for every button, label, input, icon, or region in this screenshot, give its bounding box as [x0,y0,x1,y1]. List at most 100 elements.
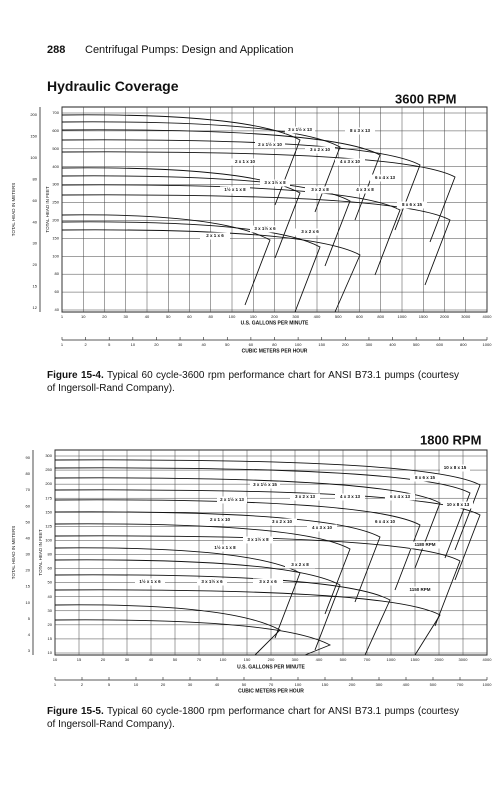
y-tick-feet: 500 [52,146,59,151]
x-tick: 150 [244,657,251,662]
y-tick-feet: 15 [48,636,53,641]
pump-label: 3 x 2 x 10 [272,519,293,524]
head-curve [61,221,321,313]
pump-label: 1180 RPM [414,542,435,547]
label-bg [220,186,250,194]
x-tick: 100 [229,314,236,319]
label-bg [200,232,230,240]
x2-tick: 1000 [483,342,493,347]
y-tick-feet: 600 [52,128,59,133]
label-bg [305,186,335,194]
y-tick-meters: 200 [30,112,37,117]
label-bg [230,158,260,166]
y-tick-meters: 12 [33,305,38,310]
x-tick: 30 [125,657,130,662]
x2-tick: 400 [389,342,396,347]
x-tick: 50 [166,314,171,319]
label-bg [397,201,427,209]
y-tick-meters: 60 [33,198,38,203]
y-tick-feet: 40 [55,307,60,312]
x2-axis-label: CUBIC METERS PER HOUR [242,348,308,354]
y-tick-feet: 200 [45,481,52,486]
x2-tick: 500 [430,682,437,687]
label-bg [285,126,315,134]
x2-tick: 2 [84,342,87,347]
x2-tick: 800 [460,342,467,347]
pump-label: 2 x 1 x 10 [235,159,256,164]
head-curve [54,477,441,569]
caption: Figure 15-4. Typical 60 cycle-3600 rpm p… [47,369,459,395]
pump-label: 3 x 2 x 8 [311,187,329,192]
x2-tick: 50 [242,682,247,687]
y-tick-meters: 80 [33,176,38,181]
x2-tick: 30 [188,682,193,687]
pump-label: 10 x 8 x 13 [447,502,470,507]
label-bg [197,578,227,586]
y-tick-feet: 80 [48,552,53,557]
x2-tick: 40 [215,682,220,687]
pump-label: 8 x 6 x 15 [402,202,423,207]
y-tick-feet: 100 [45,537,52,542]
pump-label: 3 x 1½ x 13 [288,126,312,132]
head-curve [54,523,351,615]
label-bg [255,141,285,149]
y-tick-feet: 40 [48,594,53,599]
x-tick: 1000 [398,314,408,319]
label-bg [260,179,290,187]
pump-label: 4 x 3 x 10 [340,159,361,164]
y-axis-label: TOTAL HEAD IN FEET [45,186,50,232]
label-bg [305,146,335,154]
label-bg [267,518,297,526]
y-tick-meters: 40 [33,219,38,224]
x-tick: 70 [197,657,202,662]
x2-tick: 700 [457,682,464,687]
label-bg [335,493,365,501]
x-tick: 60 [187,314,192,319]
caption-text: Typical 60 cycle-1800 rpm performance ch… [47,706,459,730]
x2-tick: 2 [81,682,84,687]
x2-tick: 600 [436,342,443,347]
pump-label: 6 x 4 x 13 [390,494,411,499]
x2-tick: 400 [403,682,410,687]
x2-tick: 1 [61,342,64,347]
y-tick-feet: 100 [52,253,59,258]
y-tick-meters: 20 [33,262,38,267]
x2-tick: 150 [322,682,329,687]
x-tick: 1 [61,314,64,319]
rpm-label: 3600 RPM [395,91,456,106]
x2-tick: 1 [54,682,57,687]
head-curve [54,589,441,656]
x2-tick: 60 [249,342,254,347]
x2-axis-label: CUBIC METERS PER HOUR [238,688,304,694]
label-bg [410,541,440,549]
y-tick-meters: 20 [26,568,31,573]
x2-tick: 20 [161,682,166,687]
x-tick: 700 [364,657,371,662]
y-tick-feet: 80 [55,271,60,276]
x-tick: 4000 [483,314,493,319]
y-tick-meters: 80 [26,471,31,476]
label-bg [250,481,280,489]
y-axis-label: TOTAL HEAD IN FEET [38,529,43,575]
caption: Figure 15-5. Typical 60 cycle-1800 rpm p… [47,705,459,731]
x2-tick: 40 [201,342,206,347]
x-tick: 10 [81,314,86,319]
pump-label: 8 x 6 x 15 [415,475,436,480]
y-tick-meters: 90 [26,455,31,460]
pump-label: 1½ x 1 x 8 [224,186,246,192]
x2-tick: 300 [366,342,373,347]
y-tick-meters: 150 [30,134,37,139]
pump-label: 3 x 2 x 6 [259,579,277,584]
x-tick: 40 [149,657,154,662]
y-tick-feet: 400 [52,164,59,169]
pump-label: 3 x 1½ x 8 [247,536,269,542]
x-tick: 3000 [459,657,469,662]
x-tick: 300 [292,657,299,662]
x-axis-label: U.S. GALLONS PER MINUTE [241,320,309,326]
label-bg [410,474,440,482]
label-bg [243,536,273,544]
label-bg [405,586,435,594]
label-bg [350,186,380,194]
label-bg [295,228,325,236]
